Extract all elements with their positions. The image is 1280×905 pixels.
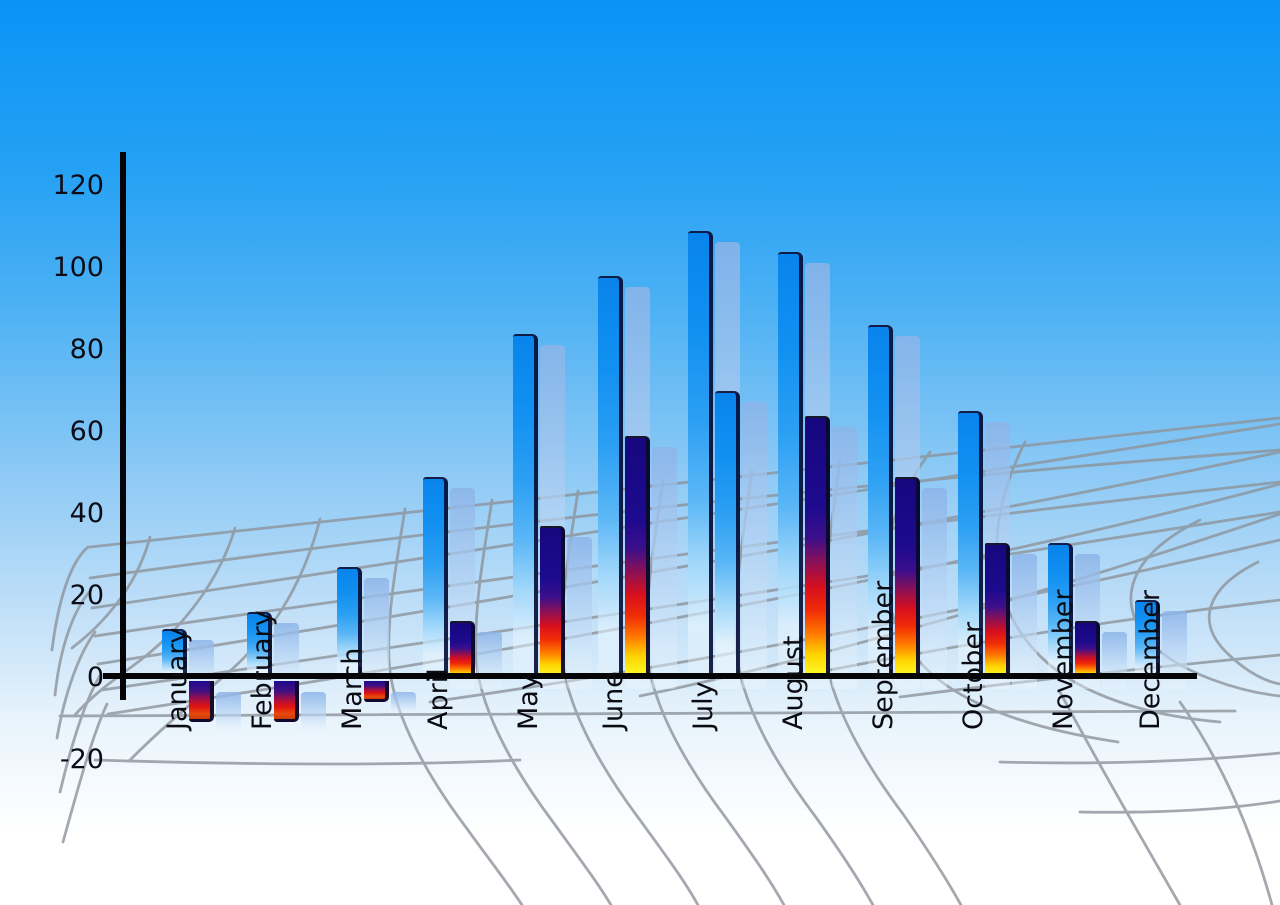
- bar-october-series1: [958, 411, 983, 678]
- ghost-bar-september-series2: [922, 488, 947, 689]
- bar-february-series1: [247, 612, 272, 678]
- y-tick-label-20: 20: [69, 580, 104, 611]
- bar-april-series1: [423, 477, 448, 678]
- x-axis-zero-line: [103, 673, 1197, 679]
- ghost-bar-march-series2: [391, 692, 416, 713]
- y-tick-label--20: -20: [59, 744, 104, 775]
- y-tick-label-120: 120: [52, 170, 104, 201]
- ghost-bar-august-series2: [832, 427, 857, 689]
- ghost-bar-march-series1: [364, 578, 389, 689]
- bar-june-series2: [625, 436, 650, 678]
- ghost-bar-january-series2: [216, 692, 241, 733]
- y-tick-label-0: 0: [86, 662, 104, 693]
- bar-august-series2: [805, 416, 830, 678]
- y-axis-line: [120, 152, 126, 700]
- bar-january-series2: [189, 681, 214, 722]
- ghost-bar-april-series2: [477, 632, 502, 689]
- ghost-bar-november-series2: [1102, 632, 1127, 689]
- y-tick-label-100: 100: [52, 252, 104, 283]
- ghost-bar-january-series1: [189, 640, 214, 689]
- bar-may-series2: [540, 526, 565, 678]
- bar-july-series1: [688, 231, 713, 678]
- y-tick-label-40: 40: [69, 498, 104, 529]
- bar-november-series1: [1048, 543, 1073, 678]
- y-tick-label-80: 80: [69, 334, 104, 365]
- ghost-bar-may-series2: [567, 537, 592, 689]
- bar-august-series1: [778, 252, 803, 678]
- bar-december-series1: [1135, 600, 1160, 678]
- bar-february-series2: [274, 681, 299, 722]
- ghost-bar-july-series2: [742, 402, 767, 689]
- ghost-bar-october-series2: [1012, 554, 1037, 689]
- bar-july-series2: [715, 391, 740, 678]
- bar-may-series1: [513, 334, 538, 678]
- bar-september-series2: [895, 477, 920, 678]
- bar-january-series1: [162, 629, 187, 678]
- bar-october-series2: [985, 543, 1010, 678]
- bar-november-series2: [1075, 621, 1100, 678]
- bar-june-series1: [598, 276, 623, 678]
- ghost-bar-june-series2: [652, 447, 677, 689]
- bar-april-series2: [450, 621, 475, 678]
- bar-march-series1: [337, 567, 362, 678]
- bar-september-series1: [868, 325, 893, 678]
- ghost-bar-february-series2: [301, 692, 326, 733]
- bar-march-series2: [364, 681, 389, 702]
- y-tick-label-60: 60: [69, 416, 104, 447]
